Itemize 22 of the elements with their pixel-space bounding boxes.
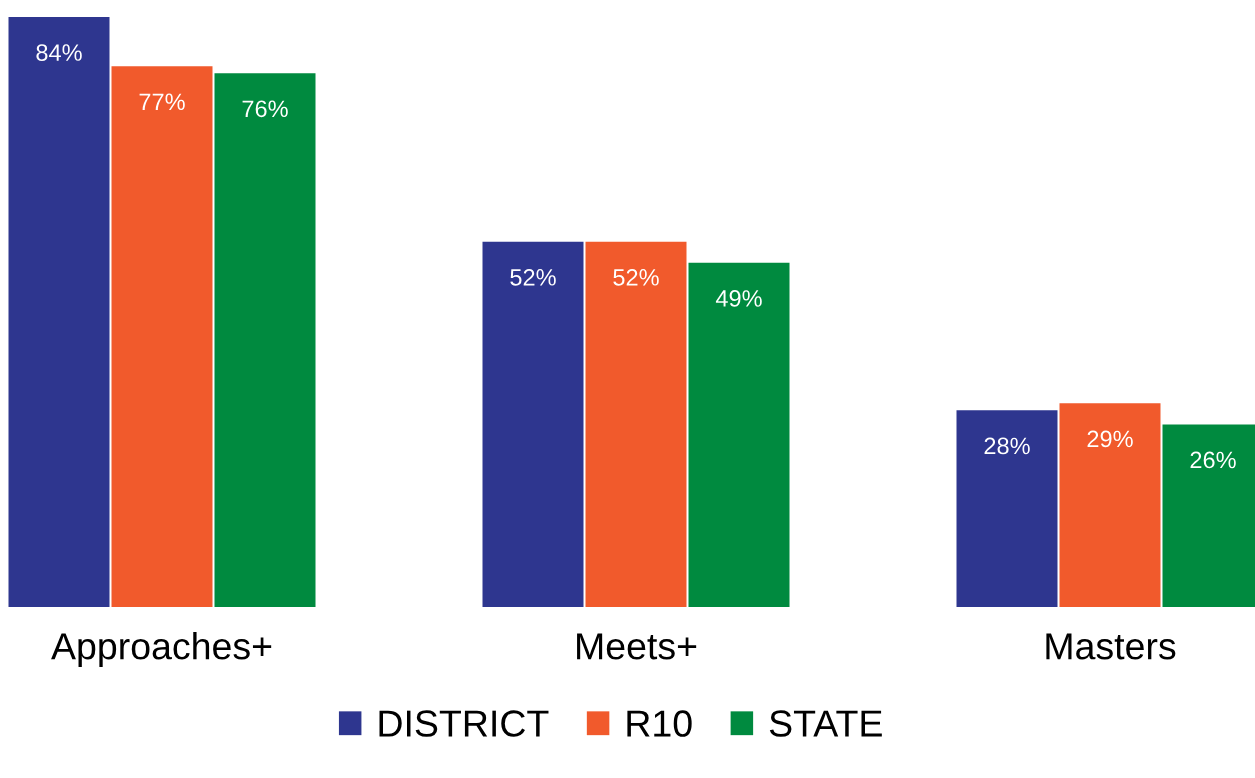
data-label: 49% bbox=[715, 290, 762, 307]
data-label: 26% bbox=[1190, 451, 1236, 469]
data-label: 52% bbox=[510, 268, 556, 286]
bar bbox=[956, 410, 1058, 607]
bar bbox=[585, 241, 687, 607]
bar bbox=[8, 17, 110, 607]
bar bbox=[688, 262, 790, 607]
data-label: 28% bbox=[984, 437, 1030, 455]
x-tick-label: Meets+ bbox=[577, 633, 697, 660]
data-label: 84% bbox=[36, 44, 82, 61]
data-label: 52% bbox=[613, 268, 659, 286]
data-label: 29% bbox=[1087, 430, 1133, 448]
legend-label: DISTRICT bbox=[379, 710, 549, 737]
bar bbox=[111, 66, 213, 607]
bar bbox=[482, 241, 584, 607]
data-label: 76% bbox=[242, 100, 288, 118]
x-tick-label: Masters bbox=[1046, 633, 1176, 660]
legend-label: STATE bbox=[769, 710, 882, 737]
data-label: 77% bbox=[139, 93, 185, 111]
legend-label: R10 bbox=[627, 710, 692, 737]
bar bbox=[214, 73, 316, 607]
x-tick-label: Approaches+ bbox=[51, 632, 272, 667]
